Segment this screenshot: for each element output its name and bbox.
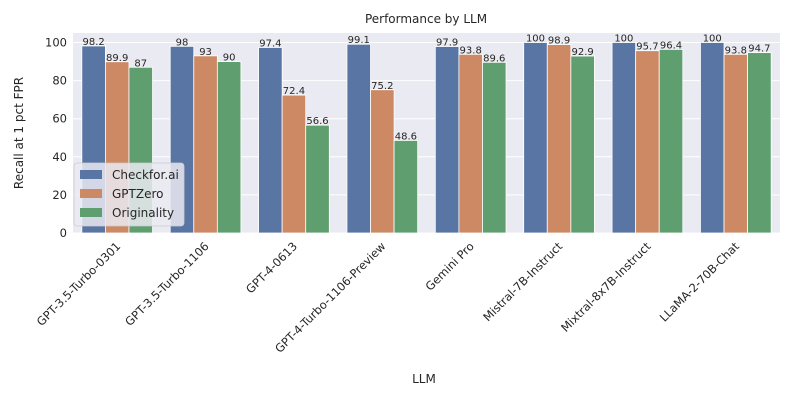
- bar: [258, 47, 283, 234]
- bar-value-label: 100: [703, 34, 722, 45]
- bar-value-label: 98.9: [548, 36, 570, 47]
- bar: [658, 48, 684, 234]
- y-tick-label: 60: [52, 112, 67, 126]
- bar-value-label: 93.8: [460, 45, 482, 56]
- bar: [458, 53, 483, 234]
- bar-value-label: 93: [199, 47, 212, 58]
- bar-value-label: 93.8: [725, 45, 747, 56]
- bar-value-label: 75.2: [371, 81, 393, 92]
- bar: [193, 55, 218, 234]
- bar-value-label: 72.4: [283, 86, 305, 97]
- data-labels: 98.289.9 87 98 93 90 97.4 72.4 56.6 99.1 75.2 48.6…: [82, 34, 770, 143]
- bar: [370, 89, 395, 234]
- bar-value-label: 87: [134, 58, 147, 69]
- legend-swatch: [80, 189, 102, 198]
- bar: [570, 55, 595, 234]
- bar-value-label: 48.6: [395, 131, 417, 142]
- legend-label: GPTZero: [112, 187, 163, 201]
- x-tick-label: GPT-4-0613: [243, 239, 300, 296]
- legend: Checkfor.ai GPTZero Originality: [73, 162, 185, 227]
- y-tick-label: 80: [52, 74, 67, 88]
- y-axis-ticks: 0 20 40 60 80 100: [45, 36, 67, 240]
- bar-value-label: 99.1: [348, 35, 370, 46]
- bar-value-label: 96.4: [660, 40, 682, 51]
- x-tick-label: GPT-3.5-Turbo-0301: [34, 239, 124, 329]
- legend-label: Originality: [112, 206, 174, 220]
- legend-swatch: [80, 208, 102, 217]
- bar: [523, 42, 548, 234]
- bar-value-label: 95.7: [636, 42, 658, 53]
- bar: [393, 140, 419, 234]
- bar-value-label: 56.6: [306, 116, 328, 127]
- bar-value-label: 89.9: [106, 53, 128, 64]
- bar: [635, 50, 660, 234]
- x-tick-label: GPT-3.5-Turbo-1106: [122, 239, 212, 329]
- bar-value-label: 98: [176, 37, 189, 48]
- legend-swatch: [80, 170, 102, 179]
- bar: [434, 46, 460, 234]
- chart-title: Performance by LLM: [365, 12, 487, 26]
- bar: [747, 52, 772, 234]
- x-tick-label: Mistral-7B-Instruct: [480, 239, 565, 324]
- bar: [546, 44, 572, 234]
- bar: [482, 61, 507, 234]
- bar: [216, 61, 242, 234]
- bar-value-label: 90: [223, 53, 236, 64]
- x-tick-label: Mixtral-8x7B-Instruct: [558, 239, 654, 335]
- bar-value-label: 98.2: [82, 37, 104, 48]
- x-tick-label: Gemini Pro: [423, 239, 477, 293]
- bar: [611, 42, 637, 234]
- bar: [700, 42, 725, 234]
- y-tick-label: 0: [60, 226, 67, 240]
- bar-value-label: 97.4: [259, 38, 281, 49]
- bar: [723, 53, 748, 234]
- bar-value-label: 100: [526, 34, 545, 45]
- y-axis-label: Recall at 1 pct FPR: [12, 77, 26, 189]
- bar-value-label: 97.9: [436, 38, 458, 49]
- y-tick-label: 40: [52, 150, 67, 164]
- bar-value-label: 100: [614, 34, 633, 45]
- bar: [305, 124, 330, 234]
- bar: [281, 94, 307, 234]
- x-axis-label: LLM: [412, 372, 436, 386]
- bar-value-label: 89.6: [483, 53, 505, 64]
- bar-value-label: 94.7: [748, 44, 770, 55]
- y-tick-label: 20: [52, 188, 67, 202]
- x-tick-label: LLaMA-2-70B-Chat: [657, 239, 743, 325]
- bar: [346, 43, 371, 234]
- y-tick-label: 100: [45, 36, 67, 50]
- legend-label: Checkfor.ai: [112, 168, 179, 182]
- bar-value-label: 92.9: [571, 47, 593, 58]
